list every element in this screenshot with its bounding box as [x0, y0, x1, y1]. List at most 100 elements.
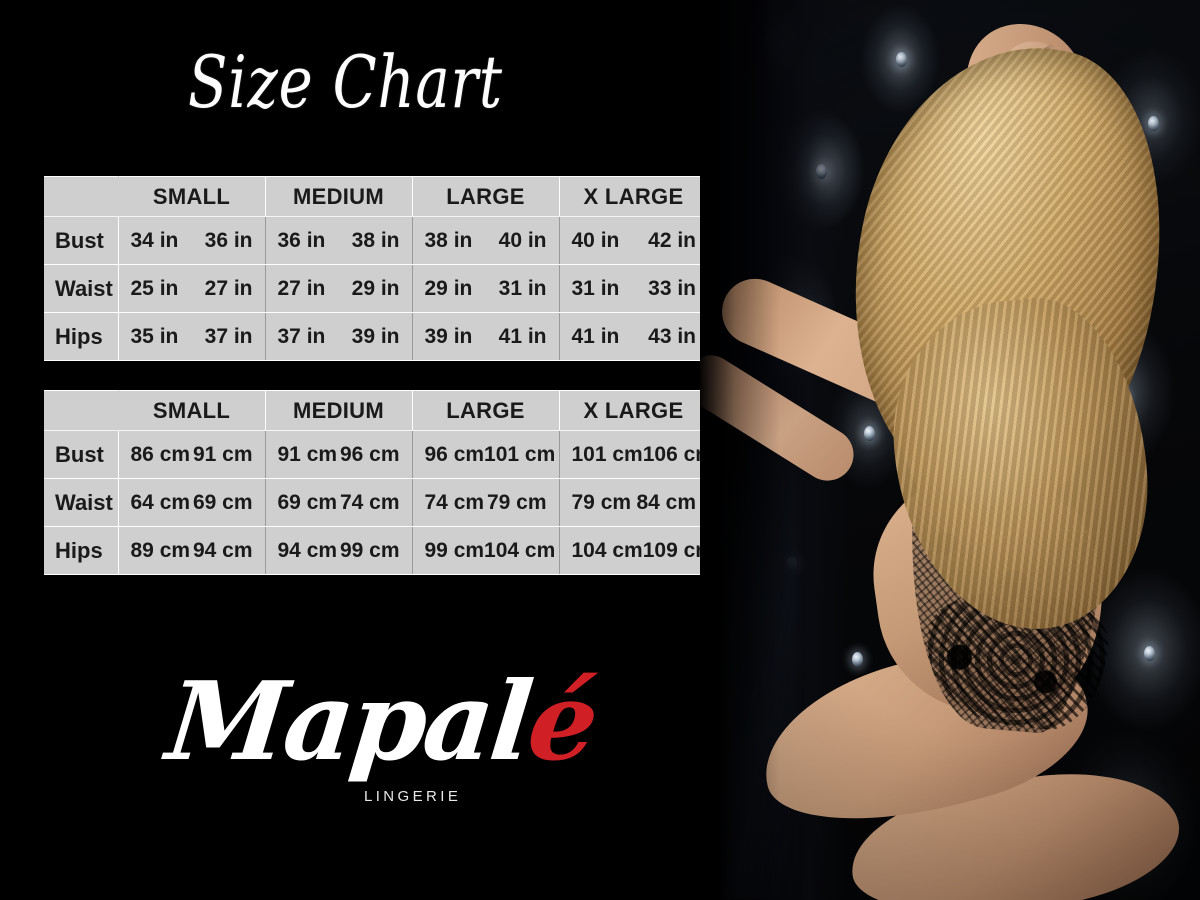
value-min: 94 cm: [277, 538, 338, 562]
row-label-waist: Waist: [44, 478, 119, 527]
value-min: 35 in: [130, 324, 179, 348]
cell-hips-small: 89 cm 94 cm: [117, 526, 266, 575]
value-min: 27 in: [277, 276, 326, 300]
value-max: 40 in: [498, 228, 547, 252]
value-max: 96 cm: [339, 442, 400, 466]
cell-bust-large: 96 cm 101 cm: [411, 430, 560, 479]
table-row: Waist 25 in 27 in 27 in 29 in 29 in 31 in 3…: [44, 264, 708, 313]
brand-tagline: LINGERIE: [364, 788, 462, 805]
value-max: 29 in: [351, 276, 400, 300]
model-figure: [700, 0, 1200, 900]
size-table-inches-wrapper: SMALL MEDIUM LARGE X LARGE Bust 34 in 36 …: [44, 176, 709, 361]
size-table-cm: SMALL MEDIUM LARGE X LARGE Bust 86 cm 91 …: [44, 390, 714, 575]
value-max: 43 in: [648, 324, 696, 348]
cell-waist-small: 25 in 27 in: [117, 264, 266, 313]
cell-bust-large: 38 in 40 in: [411, 216, 560, 265]
value-max: 36 in: [204, 228, 253, 252]
value-min: 99 cm: [424, 538, 485, 562]
info-panel: Size Chart SMALL MEDIUM LARGE X LARGE: [44, 40, 714, 818]
value-min: 34 in: [130, 228, 179, 252]
cell-hips-medium: 94 cm 99 cm: [264, 526, 413, 575]
cell-hips-x-large: 41 in 43 in: [558, 312, 708, 361]
table-header-row: SMALL MEDIUM LARGE X LARGE: [44, 390, 709, 431]
table-row: Waist 64 cm 69 cm 69 cm 74 cm 74 cm 79 cm 7…: [44, 478, 708, 527]
header-medium: MEDIUM: [264, 390, 413, 431]
cell-hips-large: 39 in 41 in: [411, 312, 560, 361]
value-max: 101 cm: [484, 442, 556, 466]
header-blank: [44, 390, 119, 431]
value-max: 74 cm: [339, 490, 400, 514]
value-max: 31 in: [498, 276, 547, 300]
table-row: Bust 86 cm 91 cm 91 cm 96 cm 96 cm 101 cm 1…: [44, 430, 714, 479]
size-table-inches: SMALL MEDIUM LARGE X LARGE Bust 34 in 36 …: [44, 176, 709, 361]
size-table-cm-wrapper: SMALL MEDIUM LARGE X LARGE Bust 86 cm 91 …: [44, 390, 714, 575]
value-max: 106 cm: [642, 442, 714, 466]
cell-bust-small: 34 in 36 in: [117, 216, 266, 265]
cell-waist-x-large: 79 cm 84 cm: [558, 478, 708, 527]
value-max: 94 cm: [192, 538, 253, 562]
value-max: 79 cm: [486, 490, 547, 514]
table-row: Hips 35 in 37 in 37 in 39 in 39 in 41 in 41…: [44, 312, 708, 361]
row-label-hips: Hips: [44, 526, 119, 575]
header-large: LARGE: [411, 390, 560, 431]
header-small: SMALL: [117, 390, 266, 431]
cell-waist-large: 74 cm 79 cm: [411, 478, 560, 527]
value-max: 109 cm: [642, 538, 714, 562]
cell-waist-x-large: 31 in 33 in: [558, 264, 708, 313]
cell-waist-small: 64 cm 69 cm: [117, 478, 266, 527]
table-header-row: SMALL MEDIUM LARGE X LARGE: [44, 176, 709, 217]
cell-waist-large: 29 in 31 in: [411, 264, 560, 313]
cell-hips-medium: 37 in 39 in: [264, 312, 413, 361]
header-blank: [44, 176, 119, 217]
value-min: 36 in: [277, 228, 326, 252]
header-large: LARGE: [411, 176, 560, 217]
brand-logo: Mapalé LINGERIE: [161, 659, 601, 818]
value-min: 96 cm: [424, 442, 485, 466]
value-min: 38 in: [424, 228, 473, 252]
value-min: 79 cm: [571, 490, 632, 514]
value-min: 31 in: [571, 276, 620, 300]
value-max: 33 in: [648, 276, 696, 300]
brand-name: Mapal: [161, 659, 536, 785]
value-min: 37 in: [277, 324, 326, 348]
cell-bust-medium: 91 cm 96 cm: [264, 430, 413, 479]
cell-hips-x-large: 104 cm 109 cm: [558, 526, 714, 575]
row-label-bust: Bust: [44, 430, 119, 479]
header-medium: MEDIUM: [264, 176, 413, 217]
value-min: 64 cm: [130, 490, 191, 514]
value-min: 41 in: [571, 324, 620, 348]
header-x-large: X LARGE: [558, 390, 709, 431]
row-label-bust: Bust: [44, 216, 119, 265]
cell-bust-x-large: 101 cm 106 cm: [558, 430, 714, 479]
value-min: 91 cm: [277, 442, 338, 466]
value-max: 84 cm: [636, 490, 696, 514]
cell-bust-x-large: 40 in 42 in: [558, 216, 708, 265]
value-max: 91 cm: [192, 442, 253, 466]
value-max: 42 in: [648, 228, 696, 252]
header-small: SMALL: [117, 176, 266, 217]
value-max: 27 in: [204, 276, 253, 300]
value-min: 74 cm: [424, 490, 485, 514]
cell-bust-small: 86 cm 91 cm: [117, 430, 266, 479]
value-max: 39 in: [351, 324, 400, 348]
value-min: 101 cm: [571, 442, 643, 466]
value-min: 40 in: [571, 228, 620, 252]
value-max: 99 cm: [339, 538, 400, 562]
page-title: Size Chart: [188, 40, 503, 124]
model-photo: [700, 0, 1200, 900]
value-min: 104 cm: [571, 538, 643, 562]
table-row: Bust 34 in 36 in 36 in 38 in 38 in 40 in 40…: [44, 216, 708, 265]
cell-waist-medium: 69 cm 74 cm: [264, 478, 413, 527]
value-max: 38 in: [351, 228, 400, 252]
value-max: 37 in: [204, 324, 253, 348]
value-min: 29 in: [424, 276, 473, 300]
cell-bust-medium: 36 in 38 in: [264, 216, 413, 265]
value-max: 69 cm: [192, 490, 253, 514]
value-min: 39 in: [424, 324, 473, 348]
row-label-hips: Hips: [44, 312, 119, 361]
row-label-waist: Waist: [44, 264, 119, 313]
table-row: Hips 89 cm 94 cm 94 cm 99 cm 99 cm 104 cm 1…: [44, 526, 714, 575]
brand-accent-letter: é: [522, 659, 602, 785]
header-x-large: X LARGE: [558, 176, 709, 217]
